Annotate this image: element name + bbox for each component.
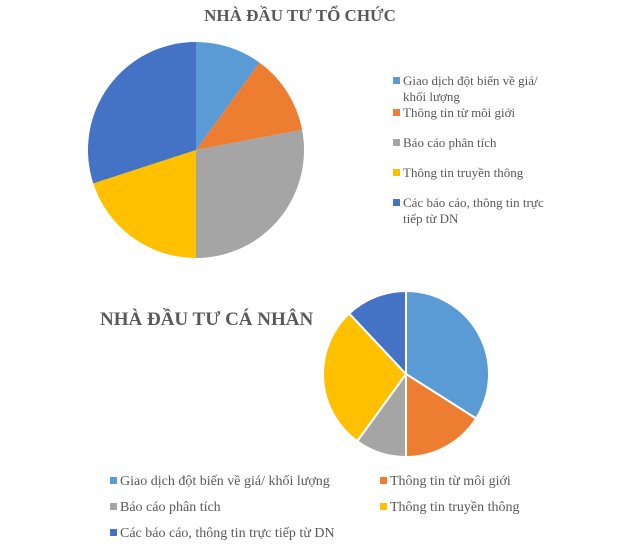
pie-slice bbox=[322, 312, 407, 443]
legend-item: Giao dịch đột biến về giá/ khối lượng bbox=[393, 73, 553, 105]
legend-item: Báo cáo phân tích bbox=[393, 135, 497, 151]
legend-item: Giao dịch đột biến về giá/ khối lượng bbox=[110, 474, 330, 490]
pie-slice bbox=[196, 42, 260, 150]
legend-swatch bbox=[110, 477, 117, 484]
legend-item: Thông tin từ môi giới bbox=[393, 105, 515, 121]
legend-swatch bbox=[393, 77, 400, 84]
legend-item: Thông tin truyền thông bbox=[380, 500, 520, 516]
legend-item: Thông tin truyền thông bbox=[393, 165, 523, 181]
legend-item: Báo cáo phân tích bbox=[110, 500, 221, 516]
legend-label: Các báo cáo, thông tin trực tiếp từ DN bbox=[120, 526, 335, 541]
pie-slice bbox=[87, 42, 196, 184]
legend-swatch bbox=[110, 529, 117, 536]
legend-swatch bbox=[380, 503, 387, 510]
legend-swatch bbox=[393, 169, 400, 176]
legend-swatch bbox=[110, 503, 117, 510]
chart-title-institutional: NHÀ ĐẦU TƯ TỔ CHỨC bbox=[204, 6, 396, 25]
legend-swatch bbox=[393, 109, 400, 116]
legend-label: Thông tin từ môi giới bbox=[390, 474, 511, 489]
legend-label: Giao dịch đột biến về giá/ khối lượng bbox=[120, 474, 330, 489]
legend-swatch bbox=[380, 477, 387, 484]
legend-swatch bbox=[393, 139, 400, 146]
pie-slice bbox=[93, 150, 196, 258]
legend-label: Giao dịch đột biến về giá/ khối lượng bbox=[403, 73, 538, 104]
pie-slice bbox=[196, 62, 303, 151]
legend-label: Các báo cáo, thông tin trực tiếp từ DN bbox=[403, 195, 544, 226]
legend-item: Các báo cáo, thông tin trực tiếp từ DN bbox=[110, 526, 335, 542]
legend-item: Thông tin từ môi giới bbox=[380, 474, 511, 490]
legend-label: Thông tin truyền thông bbox=[403, 165, 524, 180]
pie-slice bbox=[405, 373, 478, 458]
legend-swatch bbox=[393, 199, 400, 206]
chart-title-individual: NHÀ ĐẦU TƯ CÁ NHÂN bbox=[100, 309, 314, 330]
legend-label: Báo cáo phân tích bbox=[403, 135, 497, 150]
legend-label: Thông tin truyền thông bbox=[390, 500, 520, 515]
pie-slice bbox=[196, 129, 304, 258]
legend-item: Các báo cáo, thông tin trực tiếp từ DN bbox=[393, 195, 553, 227]
pie-slice bbox=[348, 290, 407, 375]
legend-label: Thông tin từ môi giới bbox=[403, 105, 516, 120]
legend-label: Báo cáo phân tích bbox=[120, 500, 221, 515]
